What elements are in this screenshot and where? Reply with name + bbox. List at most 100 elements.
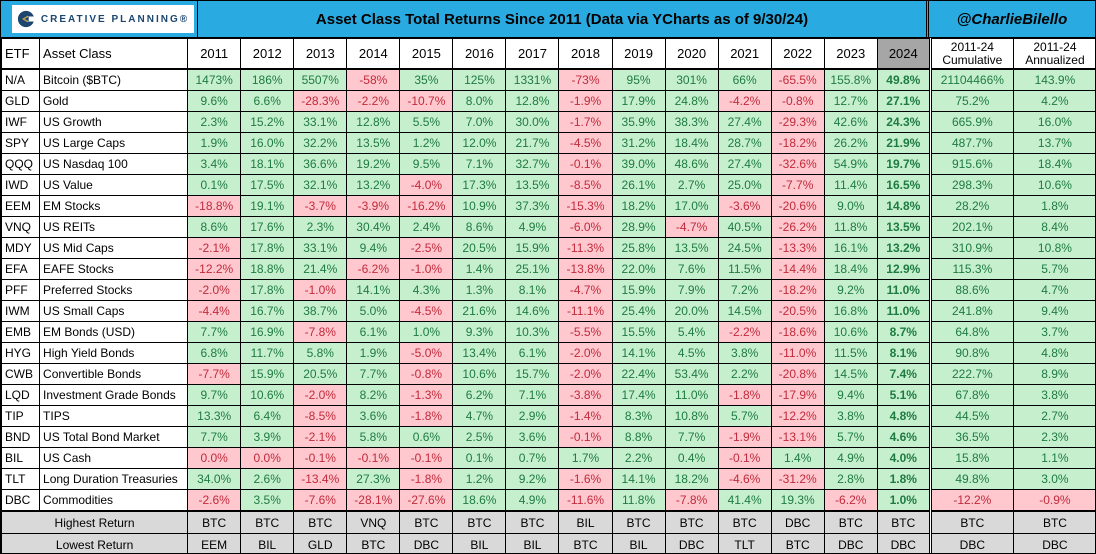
return-cell: -0.8% bbox=[399, 363, 454, 385]
return-cell: 26.2% bbox=[823, 132, 878, 154]
table-row: HYG High Yield Bonds 6.8% 11.7% 5.8% 1.9% -5.0… bbox=[1, 342, 1095, 364]
summary-row-highest-return-cell: DBC bbox=[770, 510, 825, 534]
return-cell: -26.2% bbox=[770, 216, 825, 238]
return-cell: 8.6% bbox=[187, 216, 242, 238]
cumulative-return-cell: 28.2% bbox=[929, 195, 1014, 217]
return-cell: -31.2% bbox=[770, 468, 825, 490]
etf-ticker: PFF bbox=[1, 279, 41, 301]
return-cell: 27.1% bbox=[876, 90, 932, 112]
annualized-return-cell: 1.8% bbox=[1012, 195, 1095, 217]
annualized-return-cell: 4.2% bbox=[1012, 90, 1095, 112]
return-cell: 15.2% bbox=[240, 111, 295, 133]
return-cell: 24.3% bbox=[876, 111, 932, 133]
cumulative-return-cell: 115.3% bbox=[929, 258, 1014, 280]
return-cell: -6.2% bbox=[346, 258, 401, 280]
return-cell: 17.0% bbox=[664, 195, 719, 217]
return-cell: -16.2% bbox=[399, 195, 454, 217]
return-cell: 0.0% bbox=[187, 447, 242, 469]
return-cell: 25.4% bbox=[611, 300, 666, 322]
return-cell: 16.8% bbox=[823, 300, 878, 322]
return-cell: 11.5% bbox=[823, 342, 878, 364]
logo-cell: CREATIVE PLANNING® bbox=[1, 1, 197, 37]
return-cell: 1.9% bbox=[346, 342, 401, 364]
table-row: IWM US Small Caps -4.4% 16.7% 38.7% 5.0% -4.5%… bbox=[1, 300, 1095, 322]
return-cell: 5.8% bbox=[293, 342, 348, 364]
return-cell: 30.4% bbox=[346, 216, 401, 238]
return-cell: -3.9% bbox=[346, 195, 401, 217]
cumulative-return-cell: 15.8% bbox=[929, 447, 1014, 469]
cumulative-return-cell: 49.8% bbox=[929, 468, 1014, 490]
return-cell: 22.0% bbox=[611, 258, 666, 280]
return-cell: 14.1% bbox=[611, 468, 666, 490]
asset-class-name: Investment Grade Bonds bbox=[39, 384, 189, 406]
return-cell: -1.6% bbox=[558, 468, 613, 490]
summary-row-highest-return-cell: BTC bbox=[452, 510, 507, 534]
summary-row-lowest-return-cell: BIL bbox=[452, 533, 507, 553]
return-cell: 2.2% bbox=[717, 363, 772, 385]
return-cell: 4.3% bbox=[399, 279, 454, 301]
return-cell: 2.3% bbox=[187, 111, 242, 133]
return-cell: 18.2% bbox=[611, 195, 666, 217]
return-cell: 21.6% bbox=[452, 300, 507, 322]
return-cell: -11.3% bbox=[558, 237, 613, 259]
column-header-year-2014: 2014 bbox=[346, 38, 401, 70]
return-cell: 7.9% bbox=[664, 279, 719, 301]
return-cell: 0.1% bbox=[187, 174, 242, 196]
etf-ticker: IWF bbox=[1, 111, 41, 133]
return-cell: -28.1% bbox=[346, 489, 401, 512]
return-cell: 3.8% bbox=[823, 405, 878, 427]
return-cell: 17.3% bbox=[452, 174, 507, 196]
return-cell: 19.3% bbox=[770, 489, 825, 512]
return-cell: -10.7% bbox=[399, 90, 454, 112]
asset-class-name: Convertible Bonds bbox=[39, 363, 189, 385]
table-row: SPY US Large Caps 1.9% 16.0% 32.2% 13.5% 1.2% 1… bbox=[1, 132, 1095, 154]
summary-row-lowest-return-cell: DBC bbox=[399, 533, 454, 553]
returns-table-head: ETF Asset Class 2011 2012 2013 2014 2015 2016 20… bbox=[1, 38, 1095, 70]
column-header-year-2015: 2015 bbox=[399, 38, 454, 70]
return-cell: 17.8% bbox=[240, 279, 295, 301]
return-cell: 1331% bbox=[505, 68, 560, 91]
return-cell: -0.1% bbox=[346, 447, 401, 469]
return-cell: -11.1% bbox=[558, 300, 613, 322]
return-cell: 9.4% bbox=[346, 237, 401, 259]
annualized-return-cell: 13.7% bbox=[1012, 132, 1095, 154]
return-cell: 17.6% bbox=[240, 216, 295, 238]
asset-class-name: Gold bbox=[39, 90, 189, 112]
return-cell: 7.1% bbox=[452, 153, 507, 175]
return-cell: 17.4% bbox=[611, 384, 666, 406]
return-cell: 38.3% bbox=[664, 111, 719, 133]
return-cell: 14.1% bbox=[611, 342, 666, 364]
column-header-year-2022: 2022 bbox=[770, 38, 825, 70]
return-cell: 21.4% bbox=[293, 258, 348, 280]
summary-row-highest-return-cell: BTC bbox=[187, 510, 242, 534]
summary-row-highest-return-cell: BTC bbox=[876, 510, 932, 534]
return-cell: -20.8% bbox=[770, 363, 825, 385]
asset-class-name: US REITs bbox=[39, 216, 189, 238]
return-cell: 17.9% bbox=[611, 90, 666, 112]
etf-ticker: BIL bbox=[1, 447, 41, 469]
cumulative-return-cell: -12.2% bbox=[929, 489, 1014, 512]
return-cell: 155.8% bbox=[823, 68, 878, 91]
return-cell: 7.7% bbox=[664, 426, 719, 448]
return-cell: -4.5% bbox=[399, 300, 454, 322]
summary-row-highest-return-cell: BTC bbox=[717, 510, 772, 534]
return-cell: 7.7% bbox=[346, 363, 401, 385]
table-row: QQQ US Nasdaq 100 3.4% 18.1% 36.6% 19.2% 9.5% 7… bbox=[1, 153, 1095, 175]
summary-row-lowest-return-cell: DBC bbox=[1012, 533, 1095, 553]
return-cell: 12.8% bbox=[346, 111, 401, 133]
table-row: LQD Investment Grade Bonds 9.7% 10.6% -2.0% 8… bbox=[1, 384, 1095, 406]
return-cell: 8.3% bbox=[611, 405, 666, 427]
cumulative-return-cell: 665.9% bbox=[929, 111, 1014, 133]
annualized-return-cell: 143.9% bbox=[1012, 68, 1095, 91]
column-header-annualized: 2011-24 Annualized bbox=[1012, 38, 1095, 70]
return-cell: -1.8% bbox=[399, 405, 454, 427]
return-cell: -2.0% bbox=[558, 342, 613, 364]
column-header-year-2018: 2018 bbox=[558, 38, 613, 70]
etf-ticker: EFA bbox=[1, 258, 41, 280]
return-cell: 2.9% bbox=[505, 405, 560, 427]
table-row: N/A Bitcoin ($BTC) 1473% 186% 5507% -58% 35% 12… bbox=[1, 68, 1095, 91]
returns-table-foot: Highest Return BTC BTC BTC VNQ BTC BTC BTC BIL BT… bbox=[1, 510, 1095, 553]
return-cell: 39.0% bbox=[611, 153, 666, 175]
return-cell: 1.9% bbox=[187, 132, 242, 154]
etf-ticker: LQD bbox=[1, 384, 41, 406]
